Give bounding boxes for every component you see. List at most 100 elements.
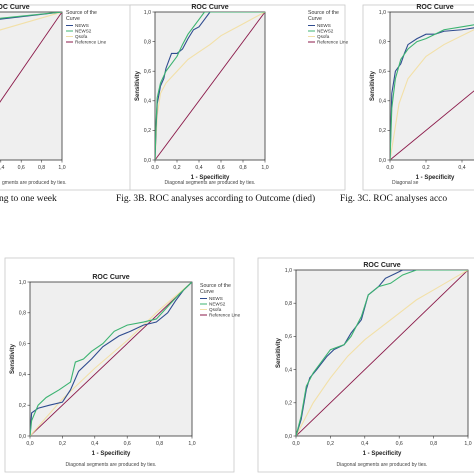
- roc-panel-e: ROC Curve 0,0 0,2 0,4 0,6 0,8 1,0 0,0 0,2 0,4 0,6 0…: [257, 257, 474, 473]
- legend-title: Source of the: [308, 10, 339, 16]
- x-tick-label: 0,4: [195, 165, 202, 171]
- x-tick-label: 0,2: [327, 441, 334, 447]
- y-tick-label: 0,6: [144, 69, 151, 75]
- panel-footnote: Diagonal segments are produced by ties.: [66, 462, 157, 468]
- x-tick-label: 0,0: [386, 165, 393, 171]
- x-axis-label: 1 - Specificity: [191, 175, 230, 181]
- series-line-reference-line: [30, 282, 192, 436]
- y-axis-label: Sensitivity: [370, 70, 376, 101]
- series-group: [296, 270, 468, 436]
- panel-footnote: Diagonal segments are produced by ties.: [337, 462, 428, 468]
- chart-title: ROC Curve: [416, 4, 453, 11]
- series-group: [0, 12, 62, 103]
- legend: Source of theCurveNEWSNEWS2QsofaReferenc…: [200, 283, 241, 318]
- x-tick-label: 0,6: [217, 165, 224, 171]
- x-tick-label: 1,0: [188, 441, 195, 447]
- series-line-reference-line: [155, 12, 265, 160]
- chart-title: ROC Curve: [191, 4, 228, 11]
- legend-entry: Reference Line: [317, 40, 349, 45]
- series-line-news: [30, 282, 192, 436]
- legend-title-cont: Curve: [66, 16, 80, 22]
- y-tick-label: 1,0: [285, 268, 292, 274]
- y-tick-label: 0,8: [19, 311, 26, 317]
- series-line-news2: [155, 12, 265, 160]
- y-tick-label: 0,2: [144, 128, 151, 134]
- series-line-qsofa: [30, 282, 192, 436]
- y-tick-label: 0,8: [144, 39, 151, 45]
- x-axis-label: 1 - Specificity: [92, 451, 131, 457]
- legend-title: Source of the: [200, 283, 231, 289]
- legend-entry: Reference Line: [75, 40, 107, 45]
- chart-title: ROC Curve: [0, 4, 30, 11]
- series-group: [390, 24, 474, 160]
- x-tick-label: 0,4: [458, 165, 465, 171]
- series-line-qsofa: [390, 29, 474, 160]
- legend-entry: NEWS: [209, 296, 223, 301]
- x-tick-label: 0,4: [361, 441, 368, 447]
- series-line-news2: [30, 282, 192, 436]
- legend-entry: Qsofa: [209, 307, 222, 312]
- y-tick-label: 0,6: [379, 69, 386, 75]
- x-tick-label: 1,0: [464, 441, 471, 447]
- series-line-qsofa: [155, 12, 265, 160]
- legend-entry: Qsofa: [75, 34, 88, 39]
- chart-title: ROC Curve: [363, 262, 400, 269]
- caption-fig-b: Fig. 3B. ROC analyses according to Outco…: [116, 194, 316, 204]
- legend-entry: Reference Line: [209, 313, 241, 318]
- y-axis-label: Sensitivity: [135, 70, 141, 101]
- y-axis-label: Sensitivity: [276, 337, 282, 368]
- y-tick-label: 0,0: [285, 434, 292, 440]
- x-tick-label: 0,4: [91, 441, 98, 447]
- legend-title: Source of the: [66, 10, 97, 16]
- series-group: [30, 282, 192, 436]
- y-tick-label: 0,8: [285, 301, 292, 307]
- caption-fig-a: ng to one week: [0, 194, 57, 204]
- series-line-news: [155, 12, 265, 160]
- series-group: [155, 12, 265, 160]
- series-line-qsofa: [296, 270, 468, 436]
- x-tick-label: 1,0: [261, 165, 268, 171]
- series-line-news: [296, 270, 468, 436]
- legend-entry: NEWS: [75, 23, 89, 28]
- y-tick-label: 1,0: [144, 10, 151, 16]
- x-tick-label: 0,2: [59, 441, 66, 447]
- x-axis-label: 1 - Specificity: [416, 175, 455, 181]
- series-line-reference-line: [390, 90, 474, 160]
- y-tick-label: 0,8: [379, 39, 386, 45]
- series-line-news2: [296, 270, 468, 436]
- y-tick-label: 0,6: [19, 341, 26, 347]
- legend: Source of theCurveNEWSNEWS2QsofaReferenc…: [308, 10, 349, 45]
- y-tick-label: 0,4: [379, 99, 386, 105]
- x-tick-label: 0,8: [156, 441, 163, 447]
- x-tick-label: 0,0: [292, 441, 299, 447]
- x-tick-label: 0,6: [124, 441, 131, 447]
- x-tick-label: 0,8: [239, 165, 246, 171]
- x-tick-label: 0,2: [422, 165, 429, 171]
- legend-entry: NEWS2: [209, 302, 226, 307]
- x-tick-label: 0,2: [173, 165, 180, 171]
- x-axis-label: 1 - Specificity: [363, 451, 402, 457]
- x-tick-label: 0,6: [18, 165, 25, 171]
- caption-fig-c: Fig. 3C. ROC analyses acco: [340, 194, 448, 204]
- y-tick-label: 0,2: [285, 401, 292, 407]
- roc-panel-b: ROC Curve 0,0 0,2 0,4 0,6 0,8 1,0 0,0 0,2 0,4 0,6 0…: [129, 4, 349, 191]
- chart-title: ROC Curve: [92, 274, 129, 281]
- legend: Source of theCurveNEWSNEWS2QsofaReferenc…: [66, 10, 107, 45]
- panel-footnote: Diagonal segments are produced by ties.: [165, 180, 256, 186]
- y-axis-label: Sensitivity: [10, 343, 16, 374]
- y-tick-label: 0,2: [19, 403, 26, 409]
- x-tick-label: 1,0: [58, 165, 65, 171]
- legend-entry: NEWS2: [317, 29, 334, 34]
- x-tick-label: 0,8: [430, 441, 437, 447]
- y-tick-label: 0,6: [285, 334, 292, 340]
- legend-title-cont: Curve: [200, 289, 214, 295]
- x-tick-label: 0,0: [151, 165, 158, 171]
- y-tick-label: 1,0: [379, 10, 386, 16]
- panel-footnote: Diagonal se: [392, 180, 419, 186]
- y-tick-label: 0,4: [19, 372, 26, 378]
- series-line-news2: [0, 12, 62, 19]
- panel-footnote: gments are produced by ties.: [2, 180, 66, 186]
- legend-entry: Qsofa: [317, 34, 330, 39]
- x-tick-label: 0,0: [26, 441, 33, 447]
- plot-area: [0, 11, 63, 161]
